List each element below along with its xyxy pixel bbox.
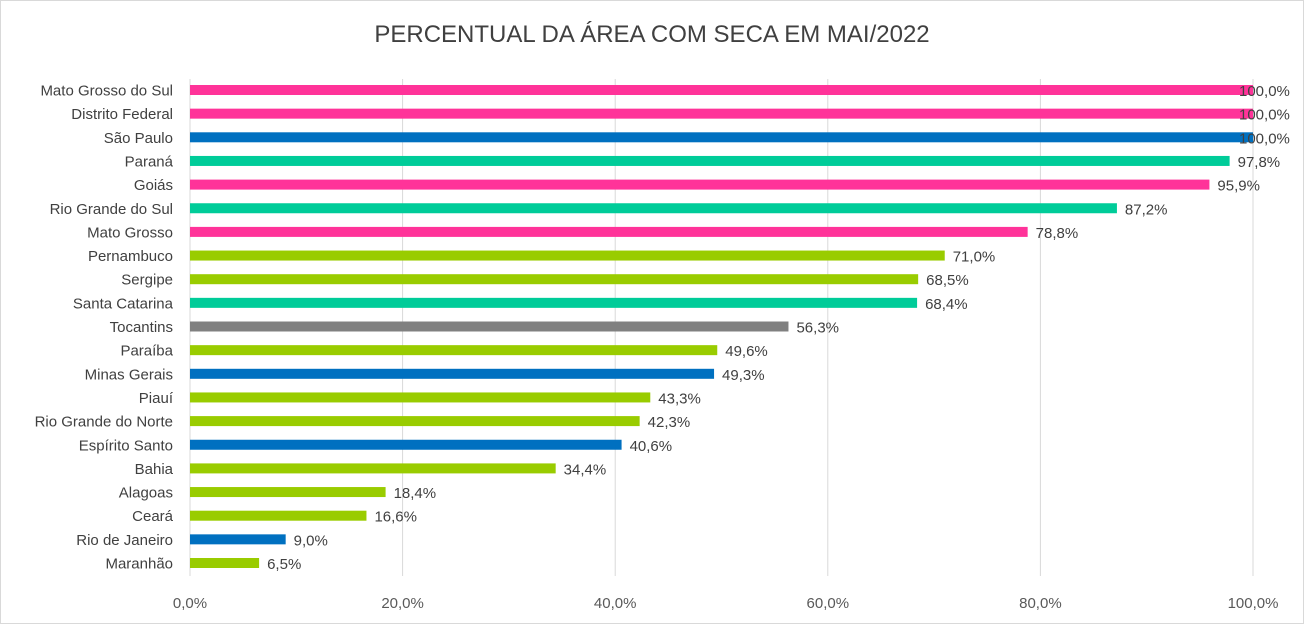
data-label: 56,3% — [796, 320, 839, 337]
data-label: 100,0% — [1239, 130, 1290, 147]
bar — [190, 155, 1230, 166]
data-label: 40,6% — [630, 438, 673, 455]
category-label: Piauí — [139, 390, 174, 407]
bar — [190, 250, 945, 261]
bar — [190, 226, 1028, 237]
bar — [190, 534, 286, 545]
category-label: Alagoas — [119, 485, 173, 502]
category-label: Bahia — [135, 461, 174, 478]
data-label: 9,0% — [294, 532, 328, 549]
category-label: Maranhão — [105, 556, 173, 573]
data-label: 49,3% — [722, 367, 765, 384]
category-label: Pernambuco — [88, 248, 173, 265]
category-label: Sergipe — [121, 272, 173, 289]
category-label: Santa Catarina — [73, 295, 174, 312]
bar — [190, 392, 651, 403]
bar — [190, 463, 556, 474]
category-label: Rio Grande do Sul — [50, 201, 173, 218]
data-label: 18,4% — [394, 485, 437, 502]
bar — [190, 274, 919, 285]
data-label: 87,2% — [1125, 201, 1168, 218]
data-label: 42,3% — [648, 414, 691, 431]
data-label: 43,3% — [658, 390, 701, 407]
data-label: 16,6% — [374, 509, 417, 526]
bar — [190, 487, 386, 498]
bar — [190, 108, 1253, 119]
data-label: 6,5% — [267, 556, 301, 573]
bar — [190, 179, 1210, 190]
x-tick-label: 40,0% — [594, 595, 637, 612]
category-label: São Paulo — [104, 130, 173, 147]
category-label: Distrito Federal — [71, 106, 173, 123]
x-tick-label: 60,0% — [807, 595, 850, 612]
data-label: 78,8% — [1036, 225, 1079, 242]
bar — [190, 85, 1253, 95]
data-label: 97,8% — [1238, 154, 1281, 171]
x-tick-label: 80,0% — [1019, 595, 1062, 612]
bar — [190, 321, 789, 332]
bar — [190, 558, 260, 568]
data-label: 100,0% — [1239, 107, 1290, 124]
category-label: Ceará — [132, 508, 174, 525]
category-label: Rio de Janeiro — [76, 532, 173, 549]
bar — [190, 132, 1253, 143]
data-label: 68,5% — [926, 272, 969, 289]
bar — [190, 345, 718, 356]
x-tick-label: 0,0% — [173, 595, 207, 612]
category-label: Espírito Santo — [79, 437, 173, 454]
chart-title: PERCENTUAL DA ÁREA COM SECA EM MAI/2022 — [374, 21, 930, 48]
bar — [190, 203, 1117, 214]
bar — [190, 416, 640, 427]
data-label: 68,4% — [925, 296, 968, 313]
bar — [190, 297, 918, 308]
category-label: Mato Grosso do Sul — [40, 83, 173, 100]
x-tick-label: 100,0% — [1228, 595, 1279, 612]
category-label: Tocantins — [110, 319, 173, 336]
bar — [190, 439, 622, 450]
category-label: Goiás — [134, 177, 173, 194]
category-label: Paraíba — [120, 343, 173, 360]
category-label: Mato Grosso — [87, 224, 173, 241]
x-tick-label: 20,0% — [381, 595, 424, 612]
category-label: Paraná — [125, 153, 174, 170]
data-label: 49,6% — [725, 343, 768, 360]
data-label: 95,9% — [1217, 178, 1260, 195]
data-label: 100,0% — [1239, 83, 1290, 100]
category-label: Minas Gerais — [85, 366, 173, 383]
bar — [190, 368, 715, 379]
data-label: 71,0% — [953, 249, 996, 266]
data-label: 34,4% — [564, 461, 607, 478]
bar — [190, 510, 367, 521]
category-label: Rio Grande do Norte — [35, 414, 173, 431]
